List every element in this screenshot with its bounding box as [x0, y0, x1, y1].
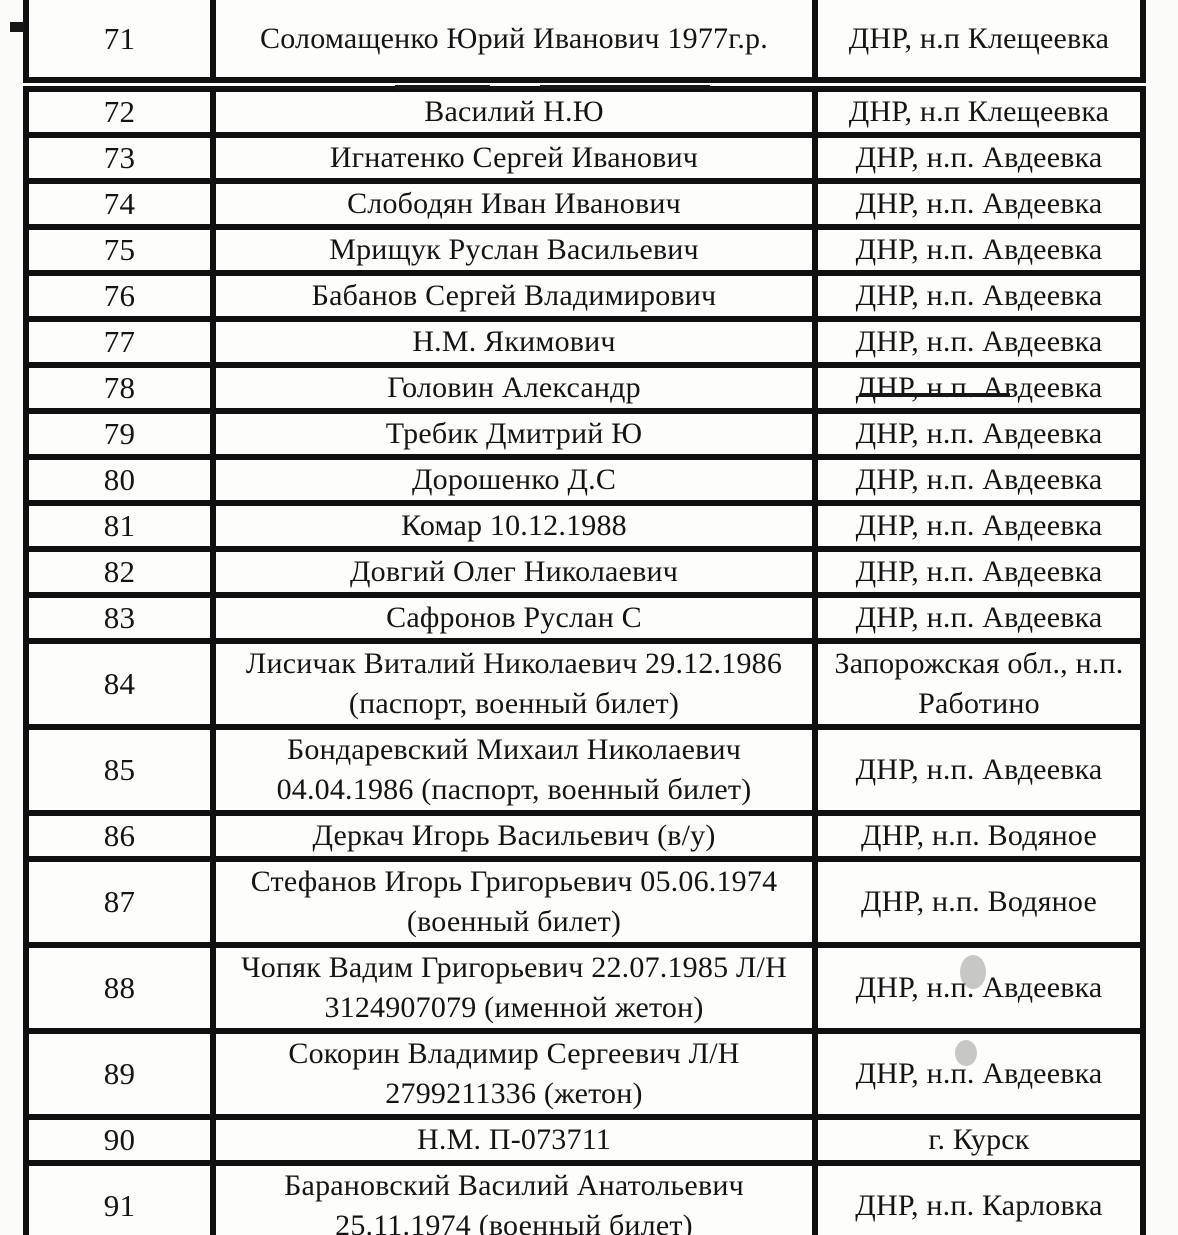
table-row: 82 Довгий Олег Николаевич ДНР, н.п. Авде… — [23, 546, 1146, 598]
person-name: Сокорин Владимир Сергеевич Л/Н 279921133… — [216, 1034, 818, 1114]
capture-location: ДНР, н.п. Авдеевка — [855, 325, 1103, 358]
person-name: Чопяк Вадим Григорьевич 22.07.1985 Л/Н 3… — [216, 948, 818, 1028]
table-row: 90 Н.М. П-073711 г. Курск — [23, 1114, 1146, 1166]
table-row: 79 Требик Дмитрий Ю ДНР, н.п. Авдеевка — [23, 408, 1146, 460]
row-number: 76 — [29, 276, 216, 316]
row-number: 86 — [29, 816, 216, 856]
table-row: 76 Бабанов Сергей Владимирович ДНР, н.п.… — [23, 270, 1146, 322]
capture-location: ДНР, н.п. Авдеевка — [855, 971, 1103, 1004]
person-name: Довгий Олег Николаевич — [216, 552, 818, 592]
person-name: Дорошенко Д.С — [216, 460, 818, 500]
prisoner-list-table: 71 Соломащенко Юрий Иванович 1977г.р. ДН… — [23, 0, 1146, 1235]
row-number: 84 — [29, 644, 216, 724]
table-row: 86 Деркач Игорь Васильевич (в/у) ДНР, н.… — [23, 810, 1146, 862]
row-number: 81 — [29, 506, 216, 546]
capture-location: ДНР, н.п Клещеевка — [848, 21, 1110, 55]
capture-location: ДНР, н.п. Авдеевка — [855, 753, 1103, 786]
row-number: 90 — [29, 1120, 216, 1160]
capture-location: ДНР, н.п. Водяное — [860, 819, 1098, 852]
capture-location: ДНР, н.п. Авдеевка — [855, 187, 1103, 220]
row-number: 77 — [29, 322, 216, 362]
person-name: Деркач Игорь Васильевич (в/у) — [216, 816, 818, 856]
table-row: 75 Мрищук Руслан Васильевич ДНР, н.п. Ав… — [23, 224, 1146, 276]
table-row: 72 Василий Н.Ю ДНР, н.п Клещеевка — [23, 86, 1146, 138]
person-name: Бондаревский Михаил Николаевич 04.04.198… — [216, 730, 818, 810]
capture-location: ДНР, н.п. Авдеевка — [855, 417, 1103, 450]
capture-location: ДНР, н.п. Водяное — [860, 885, 1098, 918]
table-row: 84 Лисичак Виталий Николаевич 29.12.1986… — [23, 638, 1146, 730]
row-number: 79 — [29, 414, 216, 454]
table-row: 81 Комар 10.12.1988 ДНР, н.п. Авдеевка — [23, 500, 1146, 552]
scan-artifact — [10, 22, 24, 32]
row-number: 83 — [29, 598, 216, 638]
capture-location: г. Курск — [928, 1123, 1030, 1156]
row-number: 72 — [29, 92, 216, 132]
capture-location: ДНР, н.п. Авдеевка — [855, 509, 1103, 542]
person-name: Бабанов Сергей Владимирович — [216, 276, 818, 316]
capture-location: ДНР, н.п. Карловка — [855, 1189, 1103, 1222]
person-name: Н.М. П-073711 — [216, 1120, 818, 1160]
row-number: 80 — [29, 460, 216, 500]
row-number: 91 — [29, 1166, 216, 1235]
capture-location: ДНР, н.п. Авдеевка — [855, 555, 1103, 588]
person-name: Головин Александр — [216, 368, 818, 408]
table-row: 89 Сокорин Владимир Сергеевич Л/Н 279921… — [23, 1028, 1146, 1120]
person-name: Игнатенко Сергей Иванович — [216, 138, 818, 178]
table-row: 85 Бондаревский Михаил Николаевич 04.04.… — [23, 724, 1146, 816]
table-row: 91 Барановский Василий Анатольевич 25.11… — [23, 1160, 1146, 1235]
row-number: 75 — [29, 230, 216, 270]
capture-location: ДНР, н.п. Авдеевка — [855, 233, 1103, 266]
person-name: Барановский Василий Анатольевич 25.11.19… — [216, 1166, 818, 1235]
person-name: Лисичак Виталий Николаевич 29.12.1986 (п… — [216, 644, 818, 724]
table-row: 80 Дорошенко Д.С ДНР, н.п. Авдеевка — [23, 454, 1146, 506]
row-number: 71 — [29, 0, 216, 77]
capture-location: ДНР, н.п. Авдеевка — [855, 463, 1103, 496]
person-name: Требик Дмитрий Ю — [216, 414, 818, 454]
capture-location: ДНР, н.п. Авдеевка — [855, 141, 1103, 174]
capture-location: ДНР, н.п. Авдеевка — [855, 279, 1103, 312]
table-row: 71 Соломащенко Юрий Иванович 1977г.р. ДН… — [23, 0, 1146, 83]
row-number: 73 — [29, 138, 216, 178]
table-row: 78 Головин Александр ДНР, н.п. Авдеевка — [23, 362, 1146, 414]
table-row: 88 Чопяк Вадим Григорьевич 22.07.1985 Л/… — [23, 942, 1146, 1034]
person-name: Стефанов Игорь Григорьевич 05.06.1974 (в… — [216, 862, 818, 942]
table-row: 73 Игнатенко Сергей Иванович ДНР, н.п. А… — [23, 132, 1146, 184]
row-number: 78 — [29, 368, 216, 408]
row-number: 85 — [29, 730, 216, 810]
person-name: Мрищук Руслан Васильевич — [216, 230, 818, 270]
capture-location: Запорожская обл., н.п. Работино — [834, 647, 1124, 720]
row-number: 82 — [29, 552, 216, 592]
row-number: 74 — [29, 184, 216, 224]
capture-location: ДНР, н.п. Авдеевка — [855, 371, 1103, 404]
row-number: 88 — [29, 948, 216, 1028]
person-name: Слободян Иван Иванович — [216, 184, 818, 224]
capture-location: ДНР, н.п Клещеевка — [848, 95, 1110, 128]
person-name: Комар 10.12.1988 — [216, 506, 818, 546]
table-row: 77 Н.М. Якимович ДНР, н.п. Авдеевка — [23, 316, 1146, 368]
person-name: Н.М. Якимович — [216, 322, 818, 362]
row-number: 89 — [29, 1034, 216, 1114]
table-row: 74 Слободян Иван Иванович ДНР, н.п. Авде… — [23, 178, 1146, 230]
capture-location: ДНР, н.п. Авдеевка — [855, 601, 1103, 634]
person-name: Василий Н.Ю — [216, 92, 818, 132]
capture-location: ДНР, н.п. Авдеевка — [855, 1057, 1103, 1090]
person-name: Сафронов Руслан С — [216, 598, 818, 638]
table-row: 87 Стефанов Игорь Григорьевич 05.06.1974… — [23, 856, 1146, 948]
table-row: 83 Сафронов Руслан С ДНР, н.п. Авдеевка — [23, 592, 1146, 644]
person-name: Соломащенко Юрий Иванович 1977г.р. — [216, 0, 818, 77]
row-number: 87 — [29, 862, 216, 942]
